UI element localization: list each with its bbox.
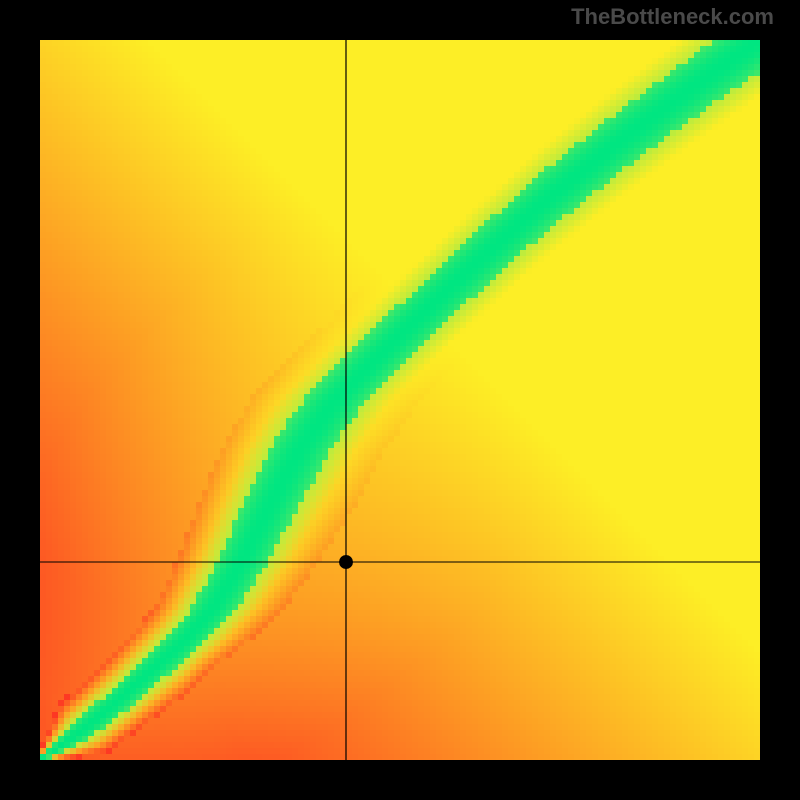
chart-container: { "watermark": { "text": "TheBottleneck.… [0,0,800,800]
watermark-text: TheBottleneck.com [571,4,774,30]
bottleneck-heatmap-canvas [0,0,800,800]
